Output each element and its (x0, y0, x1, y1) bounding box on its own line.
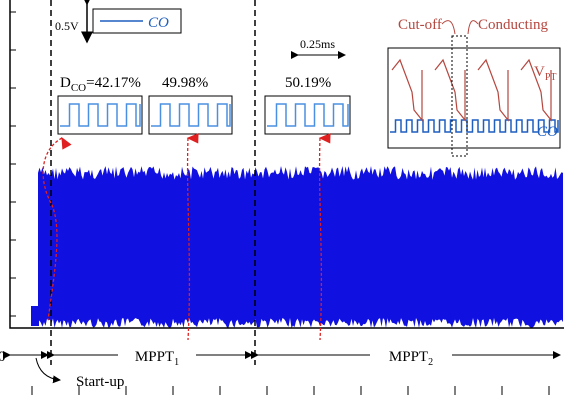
origin-label: 0 (0, 349, 6, 365)
noise-band (38, 166, 563, 328)
time-label: 0.25ms (300, 37, 335, 51)
duty-label: 50.19% (285, 75, 331, 91)
duty-label: DCO=42.17% (60, 75, 141, 94)
inset-box (388, 48, 560, 148)
startup-label: Start-up (76, 374, 124, 390)
waveform-band (31, 166, 563, 328)
duty-label: 49.98% (162, 75, 208, 91)
co-label: CO (537, 124, 558, 140)
insets (58, 96, 350, 134)
inset-box (149, 96, 232, 134)
legend-label: CO (148, 15, 169, 31)
cut-off-label: Cut-off (398, 17, 442, 33)
figure: 0.5V CO 0.25ms DCO=42.17% 49.98% 50.19% … (0, 0, 564, 395)
inset-box (265, 96, 350, 134)
mppt2-label: MPPT2 (389, 349, 433, 368)
conducting-label: Conducting (478, 17, 548, 33)
inset-box (58, 96, 142, 134)
label-arrows (442, 21, 478, 34)
startup-arrow (36, 358, 60, 380)
pre-start (31, 306, 39, 326)
mppt1-label: MPPT1 (135, 349, 179, 368)
voltage-label: 0.5V (55, 19, 79, 33)
